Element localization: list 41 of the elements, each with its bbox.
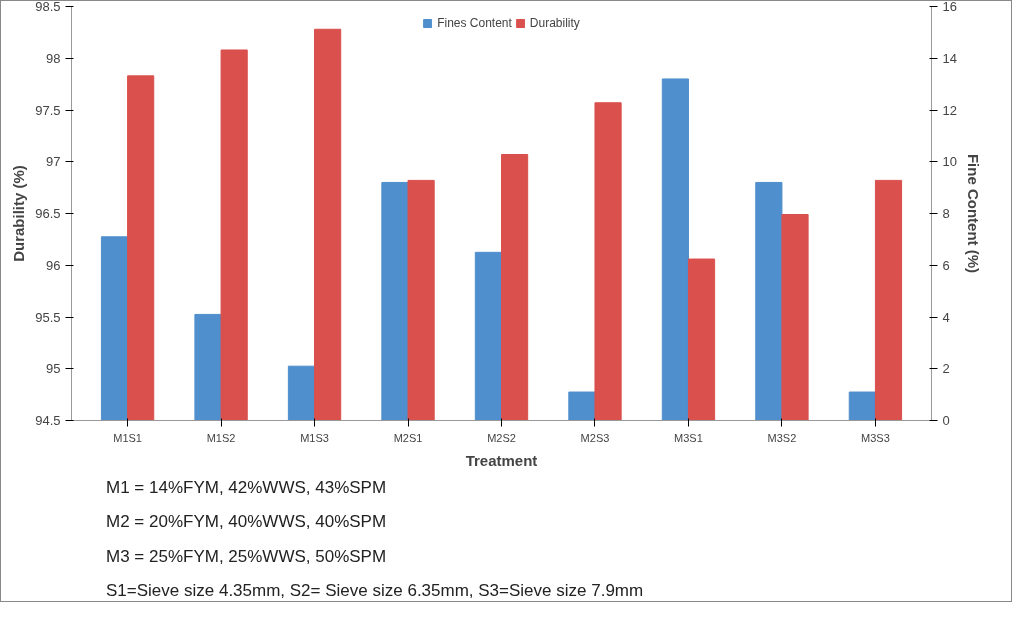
x-tick-label: M2S2 (487, 431, 516, 444)
x-tick-label: M1S3 (300, 431, 329, 444)
legend-label: Fines Content (437, 16, 512, 30)
y-tick-label: 94.5 (35, 413, 61, 428)
y-axis-title: Durability (%) (10, 165, 28, 262)
x-tick-label: M1S2 (206, 431, 236, 444)
text: M1 = 14%FYM, 42%WWS, 43%SPM (106, 477, 388, 499)
x-tick-label: M1S1 (113, 431, 142, 444)
y-tick-label: 97.5 (35, 102, 61, 118)
y2-tick-label: 4 (942, 309, 950, 325)
x-tick-label: M3S2 (767, 431, 797, 444)
bar (568, 391, 596, 421)
y2-tick-label: 12 (942, 102, 957, 118)
y2-tick-label: 10 (942, 154, 957, 170)
y-tick-label: 97 (46, 154, 61, 170)
bar (287, 365, 316, 421)
y2-tick-label: 16 (942, 0, 957, 14)
x-tick-label: M2S3 (580, 431, 610, 444)
bar (194, 313, 222, 421)
text: M3 = 25%FYM, 25%WWS, 50%SPM (106, 545, 388, 568)
y2-axis-title: Fine Content (%) (964, 153, 982, 274)
x-tick-label: M3S1 (674, 431, 703, 444)
y-tick-label: 95 (46, 361, 61, 377)
text: M2 = 20%FYM, 40%WWS, 40%SPM (106, 511, 388, 534)
y-tick-label: 95.5 (35, 309, 61, 325)
y-tick-label: 96 (46, 257, 61, 273)
x-axis-title: Treatment (465, 451, 538, 469)
x-tick-label: M3S3 (861, 431, 890, 444)
y-tick-label: 98 (46, 50, 61, 66)
y2-tick-label: 2 (942, 361, 950, 377)
y2-tick-label: 8 (942, 206, 950, 221)
y2-tick-label: 6 (942, 257, 950, 273)
y-tick-label: 96.5 (35, 206, 61, 221)
x-tick-label: M2S1 (393, 431, 423, 444)
y-tick-label: 98.5 (35, 0, 61, 14)
bar (848, 391, 876, 421)
y2-tick-label: 0 (942, 413, 950, 428)
text: S1=Sieve size 4.35mm, S2= Sieve size 6.35mm, S3=Sieve size 7.9mm (106, 579, 644, 602)
bar (661, 78, 689, 421)
legend-label: Durability (529, 16, 580, 30)
y2-tick-label: 14 (942, 50, 957, 66)
